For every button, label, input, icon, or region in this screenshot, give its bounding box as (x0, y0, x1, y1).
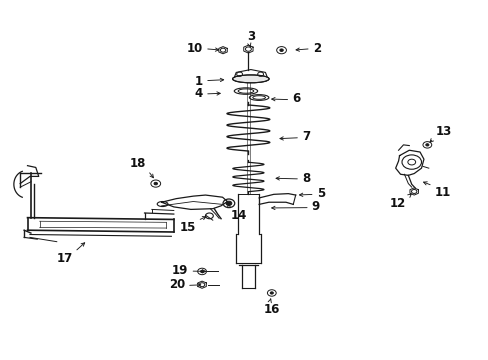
Text: 18: 18 (129, 157, 146, 170)
Text: 19: 19 (172, 264, 188, 277)
Text: 9: 9 (311, 201, 319, 213)
Circle shape (225, 201, 231, 206)
Circle shape (279, 49, 283, 51)
Text: 17: 17 (57, 252, 73, 265)
Text: 8: 8 (302, 172, 310, 185)
Text: 12: 12 (389, 197, 406, 210)
Ellipse shape (232, 75, 268, 83)
Text: 4: 4 (194, 87, 203, 100)
Circle shape (270, 292, 273, 294)
Text: 11: 11 (434, 186, 450, 199)
Text: 20: 20 (168, 278, 184, 291)
Text: 10: 10 (186, 41, 203, 54)
Text: 5: 5 (316, 187, 324, 200)
Text: 2: 2 (312, 41, 320, 54)
Text: 3: 3 (247, 30, 255, 43)
Text: 14: 14 (230, 210, 247, 222)
Circle shape (154, 182, 157, 185)
Text: 6: 6 (292, 93, 300, 105)
Text: 7: 7 (302, 130, 309, 144)
Circle shape (425, 144, 428, 146)
Text: 16: 16 (263, 303, 280, 316)
Text: 15: 15 (179, 221, 195, 234)
Text: 1: 1 (195, 75, 203, 88)
Text: 13: 13 (435, 125, 451, 138)
Circle shape (200, 270, 203, 273)
